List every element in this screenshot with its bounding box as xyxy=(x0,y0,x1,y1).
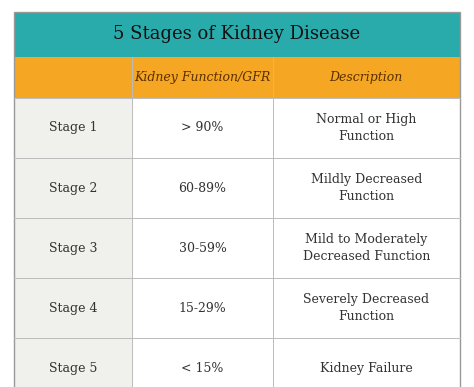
Text: Stage 1: Stage 1 xyxy=(49,122,98,134)
Text: Mildly Decreased
Function: Mildly Decreased Function xyxy=(310,173,422,203)
Bar xyxy=(14,98,132,158)
Bar xyxy=(273,278,460,339)
Bar xyxy=(273,218,460,278)
Text: Normal or High
Function: Normal or High Function xyxy=(316,113,416,143)
Text: Description: Description xyxy=(329,71,403,84)
Bar xyxy=(14,278,132,339)
Bar xyxy=(132,158,273,218)
Bar xyxy=(132,278,273,339)
Text: 60-89%: 60-89% xyxy=(179,182,227,195)
Text: Stage 2: Stage 2 xyxy=(49,182,98,195)
Bar xyxy=(14,12,460,57)
Bar xyxy=(273,98,460,158)
Bar xyxy=(14,339,132,387)
Text: Stage 3: Stage 3 xyxy=(49,242,98,255)
Bar xyxy=(14,57,460,98)
Bar xyxy=(273,339,460,387)
Bar xyxy=(132,98,273,158)
Text: Stage 5: Stage 5 xyxy=(49,362,98,375)
Text: 15-29%: 15-29% xyxy=(179,302,227,315)
Bar xyxy=(132,339,273,387)
Bar xyxy=(273,158,460,218)
Text: Kidney Function/GFR: Kidney Function/GFR xyxy=(134,71,271,84)
Text: 5 Stages of Kidney Disease: 5 Stages of Kidney Disease xyxy=(113,26,361,43)
Bar xyxy=(14,158,132,218)
Text: 30-59%: 30-59% xyxy=(179,242,227,255)
Text: Mild to Moderately
Decreased Function: Mild to Moderately Decreased Function xyxy=(302,233,430,263)
Text: Stage 4: Stage 4 xyxy=(49,302,98,315)
Bar xyxy=(14,218,132,278)
Text: Kidney Failure: Kidney Failure xyxy=(320,362,412,375)
Text: < 15%: < 15% xyxy=(181,362,224,375)
Text: > 90%: > 90% xyxy=(181,122,224,134)
Text: Severely Decreased
Function: Severely Decreased Function xyxy=(303,293,429,324)
Bar xyxy=(132,218,273,278)
